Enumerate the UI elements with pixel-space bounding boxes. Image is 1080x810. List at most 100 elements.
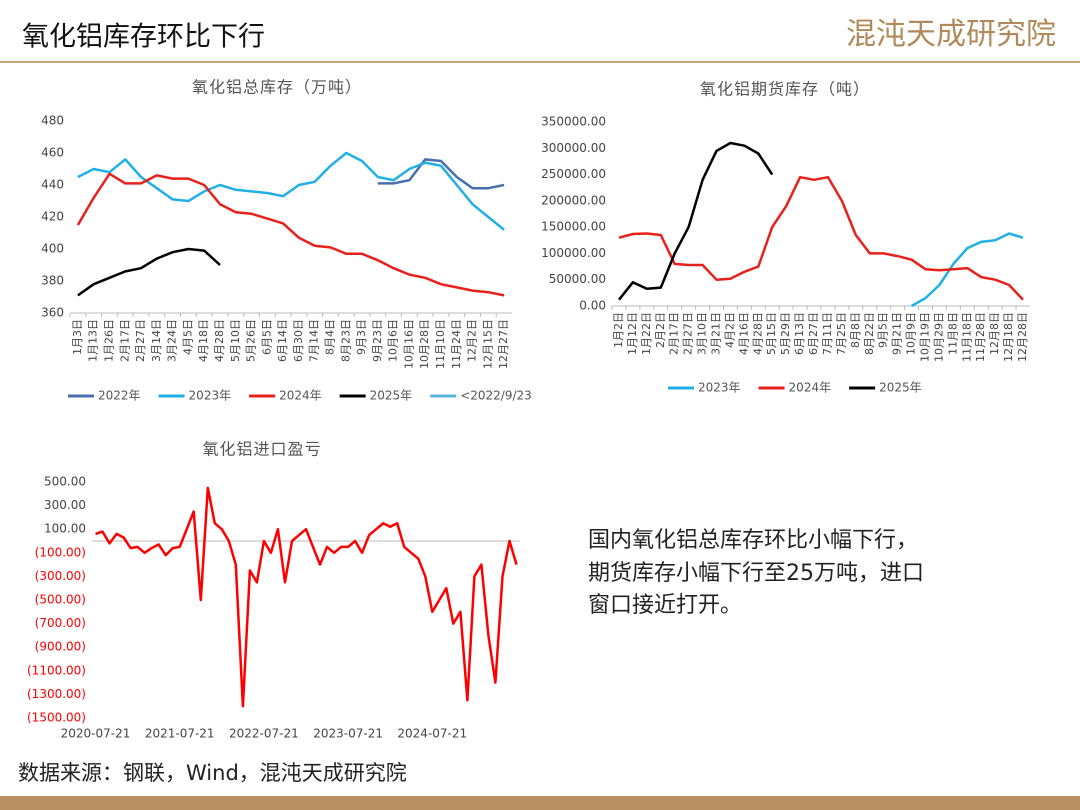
chart-title: 氧化铝总库存（万吨） xyxy=(192,78,362,97)
x-tick-label: 8月8日 xyxy=(849,312,862,348)
x-tick-label: 9月21日 xyxy=(891,312,904,355)
x-tick-label: 3月24日 xyxy=(166,319,179,362)
x-tick-label: 10月9日 xyxy=(905,312,918,355)
x-tick-label: 4月16日 xyxy=(737,312,750,355)
footer-bar xyxy=(0,796,1080,810)
logo: 混沌天成研究院 xyxy=(846,17,1056,52)
x-tick-label: 2月27日 xyxy=(134,319,147,362)
x-tick-label: 11月24日 xyxy=(450,319,463,369)
x-tick-label: 8月4日 xyxy=(323,319,336,355)
series-line xyxy=(77,247,221,297)
y-tick-label: (1500.00) xyxy=(27,711,86,725)
legend-label: 2023年 xyxy=(189,389,232,403)
legend-label: 2022年 xyxy=(98,389,141,403)
x-tick-label: 3月14日 xyxy=(150,319,163,362)
x-tick-label: 4月5日 xyxy=(181,319,194,355)
x-tick-label: 11月8日 xyxy=(946,312,959,355)
series-line xyxy=(910,232,1024,308)
chart-title: 氧化铝进口盈亏 xyxy=(202,440,321,459)
x-tick-label: 1月13日 xyxy=(87,319,100,362)
y-tick-label: 300000.00 xyxy=(541,141,606,155)
x-tick-label: 4月18日 xyxy=(197,319,210,362)
y-tick-label: 250000.00 xyxy=(541,167,606,181)
x-tick-label: 6月13日 xyxy=(793,312,806,355)
y-tick-label: 100.00 xyxy=(44,522,86,536)
x-tick-label: 2021-07-21 xyxy=(145,727,215,741)
legend-label: 2025年 xyxy=(879,381,922,395)
x-tick-label: 12月2日 xyxy=(466,319,479,362)
y-tick-label: 100000.00 xyxy=(541,246,606,260)
series-line xyxy=(95,486,518,708)
x-tick-label: 12月15日 xyxy=(481,319,494,369)
x-tick-label: 1月22日 xyxy=(640,312,653,355)
x-tick-label: 10月6日 xyxy=(387,319,400,362)
y-tick-label: 0.00 xyxy=(579,299,606,313)
x-tick-label: 5月29日 xyxy=(779,312,792,355)
y-tick-label: 500.00 xyxy=(44,475,86,489)
y-tick-label: 440 xyxy=(41,178,64,192)
x-tick-label: 6月14日 xyxy=(276,319,289,362)
x-tick-label: 7月25日 xyxy=(835,312,848,355)
x-tick-label: 8月23日 xyxy=(339,319,352,362)
series-line xyxy=(76,172,505,297)
y-tick-label: (1100.00) xyxy=(27,663,86,677)
note-line: 期货库存小幅下行至25万吨，进口 xyxy=(588,561,924,586)
x-tick-label: 2022-07-21 xyxy=(229,727,299,741)
y-tick-label: 460 xyxy=(41,146,64,160)
x-tick-label: 6月27日 xyxy=(807,312,820,355)
x-tick-label: 2020-07-21 xyxy=(61,727,131,741)
x-tick-label: 1月3日 xyxy=(71,319,84,355)
x-tick-label: 7月14日 xyxy=(308,319,321,362)
x-tick-label: 11月10日 xyxy=(434,319,447,369)
x-tick-label: 9月5日 xyxy=(877,312,890,348)
x-tick-label: 5月15日 xyxy=(765,312,778,355)
y-tick-label: 420 xyxy=(41,210,64,224)
x-tick-label: 6月30日 xyxy=(292,319,305,362)
y-tick-label: (1300.00) xyxy=(27,687,86,701)
x-tick-label: 3月10日 xyxy=(696,312,709,355)
x-tick-label: 9月3日 xyxy=(355,319,368,355)
x-tick-label: 1月12日 xyxy=(626,312,639,355)
x-tick-label: 10月29日 xyxy=(932,312,945,362)
x-tick-label: 12月18日 xyxy=(1002,312,1015,362)
header-rule xyxy=(0,61,1080,63)
series-line xyxy=(77,151,505,231)
x-tick-label: 10月16日 xyxy=(402,319,415,369)
slide-title: 氧化铝库存环比下行 xyxy=(22,22,265,53)
x-tick-label: 10月19日 xyxy=(919,312,932,362)
y-tick-label: 380 xyxy=(41,274,64,288)
y-tick-label: (900.00) xyxy=(35,640,86,654)
x-tick-label: 1月26日 xyxy=(102,319,115,362)
y-tick-label: 400 xyxy=(41,242,64,256)
x-tick-label: 2月17日 xyxy=(668,312,681,355)
y-tick-label: (500.00) xyxy=(35,593,86,607)
x-tick-label: 12月28日 xyxy=(1016,312,1029,362)
y-tick-label: (700.00) xyxy=(35,616,86,630)
source: 数据来源：钢联，Wind，混沌天成研究院 xyxy=(18,761,407,785)
x-tick-label: 4月2日 xyxy=(723,312,736,348)
legend-label: 2025年 xyxy=(370,389,413,403)
x-tick-label: 8月22日 xyxy=(863,312,876,355)
y-tick-label: 50000.00 xyxy=(549,272,606,286)
y-tick-label: (300.00) xyxy=(35,569,86,583)
series-line xyxy=(377,158,505,190)
y-tick-label: 360 xyxy=(41,306,64,320)
x-tick-label: 7月11日 xyxy=(821,312,834,355)
x-tick-label: 1月2日 xyxy=(612,312,625,348)
x-tick-label: 2月17日 xyxy=(118,319,131,362)
y-tick-label: 200000.00 xyxy=(541,193,606,207)
y-tick-label: 300.00 xyxy=(44,498,86,512)
series-line xyxy=(618,175,1024,301)
x-tick-label: 12月27日 xyxy=(497,319,510,369)
x-tick-label: 6月5日 xyxy=(260,319,273,355)
x-tick-label: 3月21日 xyxy=(710,312,723,355)
x-tick-label: 12月8日 xyxy=(988,312,1001,355)
x-tick-label: 11月28日 xyxy=(974,312,987,362)
y-tick-label: 150000.00 xyxy=(541,220,606,234)
x-tick-label: 11月18日 xyxy=(960,312,973,362)
legend-label: 2024年 xyxy=(789,381,832,395)
x-tick-label: 2023-07-21 xyxy=(313,727,383,741)
chart-title: 氧化铝期货库存（吨） xyxy=(700,80,870,99)
y-tick-label: (100.00) xyxy=(35,545,86,559)
